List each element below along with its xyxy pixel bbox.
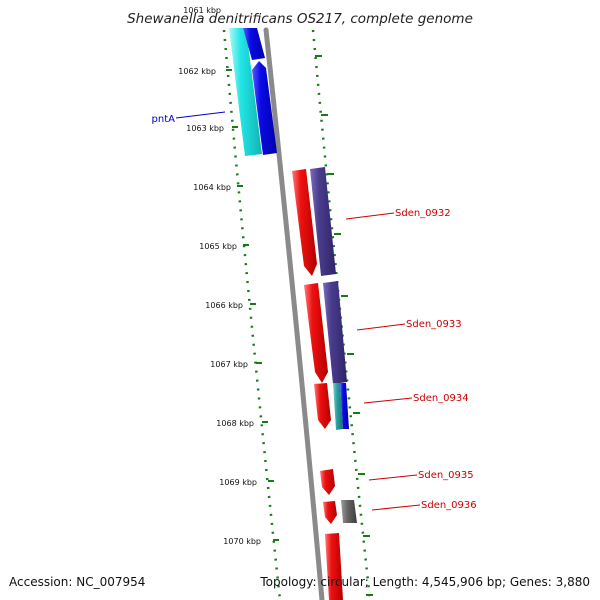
tick-label: 1068 kbp <box>216 419 254 428</box>
gene-purple-0933[interactable] <box>323 281 347 384</box>
accession-text: Accession: NC_007954 <box>9 575 145 589</box>
tick-label: 1066 kbp <box>205 301 243 310</box>
tick-label: 1067 kbp <box>210 360 248 369</box>
gene-label-sden-0934[interactable]: Sden_0934 <box>413 393 469 404</box>
scale-labels: 1061 kbp 1062 kbp 1063 kbp 1064 kbp 1065… <box>178 6 261 546</box>
tick-label: 1065 kbp <box>199 242 237 251</box>
gene-label-sden-0936[interactable]: Sden_0936 <box>421 500 477 511</box>
inner-scale-guide <box>222 29 282 600</box>
tick-label: 1069 kbp <box>219 478 257 487</box>
gene-label-sden-0932[interactable]: Sden_0932 <box>395 208 451 219</box>
topology-text: Topology: circular; Length: 4,545,906 bp… <box>259 575 590 589</box>
label-leaders <box>175 111 421 511</box>
gene-Sden_0936[interactable] <box>323 501 337 524</box>
tick-label: 1064 kbp <box>193 183 231 192</box>
tick-label: 1063 kbp <box>186 124 224 133</box>
gene-label-sden-0935[interactable]: Sden_0935 <box>418 470 474 481</box>
tick-label: 1062 kbp <box>178 67 216 76</box>
gene-labels: pntA Sden_0932 Sden_0933 Sden_0934 Sden_… <box>152 114 477 511</box>
gene-blue-lower[interactable] <box>252 61 277 155</box>
gene-teal-0934[interactable] <box>333 383 343 430</box>
genome-title: Shewanella denitrificans OS217, complete… <box>127 11 473 27</box>
gene-gray-0936[interactable] <box>341 500 357 523</box>
gene-Sden_0934[interactable] <box>314 383 331 429</box>
scale-major-ticks <box>226 55 373 596</box>
gene-Sden_0932[interactable] <box>292 169 317 276</box>
gene-label-sden-0933[interactable]: Sden_0933 <box>406 319 462 330</box>
tick-label: 1061 kbp <box>183 6 221 15</box>
gene-purple-0932[interactable] <box>310 167 336 276</box>
gene-blue-upper[interactable] <box>243 28 265 60</box>
gene-Sden_0933[interactable] <box>304 283 328 383</box>
gene-Sden_0935[interactable] <box>320 469 335 495</box>
gene-features <box>229 28 357 600</box>
gene-pntA[interactable] <box>229 28 262 156</box>
gene-blue-0934[interactable] <box>340 383 349 429</box>
genome-backbone <box>263 27 325 600</box>
gene-label-pntA[interactable]: pntA <box>152 114 176 125</box>
tick-label: 1070 kbp <box>223 537 261 546</box>
map-band <box>228 28 372 600</box>
gene-red-bottom[interactable] <box>325 533 343 600</box>
